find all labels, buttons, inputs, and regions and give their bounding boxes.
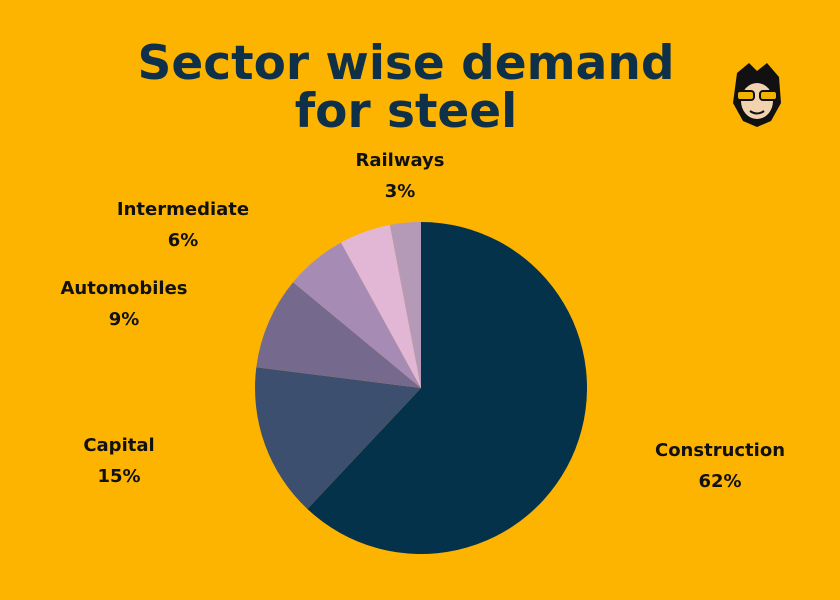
slice-value-label: 62% xyxy=(698,471,741,492)
slice-label: Railways xyxy=(355,150,444,171)
slice-value-label: 9% xyxy=(109,309,140,330)
pie-slice xyxy=(307,221,587,554)
pie-slice xyxy=(389,222,421,388)
slice-label: Construction xyxy=(655,440,785,461)
pie-slice xyxy=(255,367,421,510)
slice-value-label: 15% xyxy=(97,466,140,487)
pie-slice xyxy=(256,282,421,388)
slice-label: Intermediate xyxy=(117,199,249,220)
pie-slice xyxy=(293,242,421,388)
chart-title: Sector wise demand for steel xyxy=(137,36,675,139)
slice-label: Automobiles xyxy=(61,278,188,299)
slice-value-label: 3% xyxy=(385,181,416,202)
slice-value-label: 6% xyxy=(168,230,199,251)
logo xyxy=(733,63,781,127)
slice-label: Capital xyxy=(83,435,154,456)
pie-slice xyxy=(341,224,421,388)
